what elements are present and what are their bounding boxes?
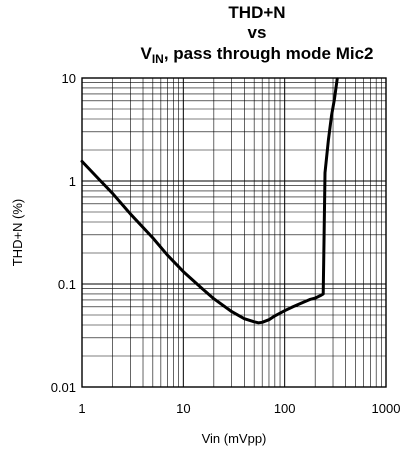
chart-title-line-1: THD+N: [228, 3, 285, 22]
x-tick-labels: 1 10 100 1000: [78, 401, 400, 416]
grid-major: [81, 78, 386, 388]
y-tick-label: 1: [69, 174, 76, 189]
title-subscript: IN: [152, 52, 164, 66]
title-suffix: , pass through mode Mic2: [164, 44, 374, 63]
x-tick-label: 1000: [372, 401, 401, 416]
y-tick-label: 0.1: [58, 277, 76, 292]
chart-title-line-3: VIN, pass through mode Mic2: [140, 44, 373, 66]
y-tick-label: 0.01: [51, 380, 76, 395]
y-axis-label: THD+N (%): [10, 199, 25, 267]
y-tick-labels: 0.01 0.1 1 10: [51, 71, 76, 395]
plot-frame: [81, 77, 387, 388]
title-v-prefix: V: [140, 44, 152, 63]
series-line-1: [80, 77, 339, 325]
x-tick-label: 100: [274, 401, 296, 416]
y-tick-label: 10: [62, 71, 76, 86]
chart-title-line-2: vs: [248, 23, 267, 42]
x-axis-label: Vin (mVpp): [202, 431, 267, 446]
x-tick-label: 1: [78, 401, 85, 416]
x-tick-label: 10: [176, 401, 190, 416]
grid-minor: [82, 78, 386, 387]
series-layer: [80, 77, 339, 325]
